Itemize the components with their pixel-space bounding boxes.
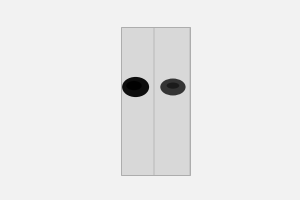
Bar xyxy=(122,27,153,174)
Ellipse shape xyxy=(167,83,179,89)
Bar xyxy=(155,27,189,174)
Ellipse shape xyxy=(160,79,186,95)
Ellipse shape xyxy=(126,81,142,90)
Ellipse shape xyxy=(122,77,149,97)
Bar xyxy=(121,27,190,175)
